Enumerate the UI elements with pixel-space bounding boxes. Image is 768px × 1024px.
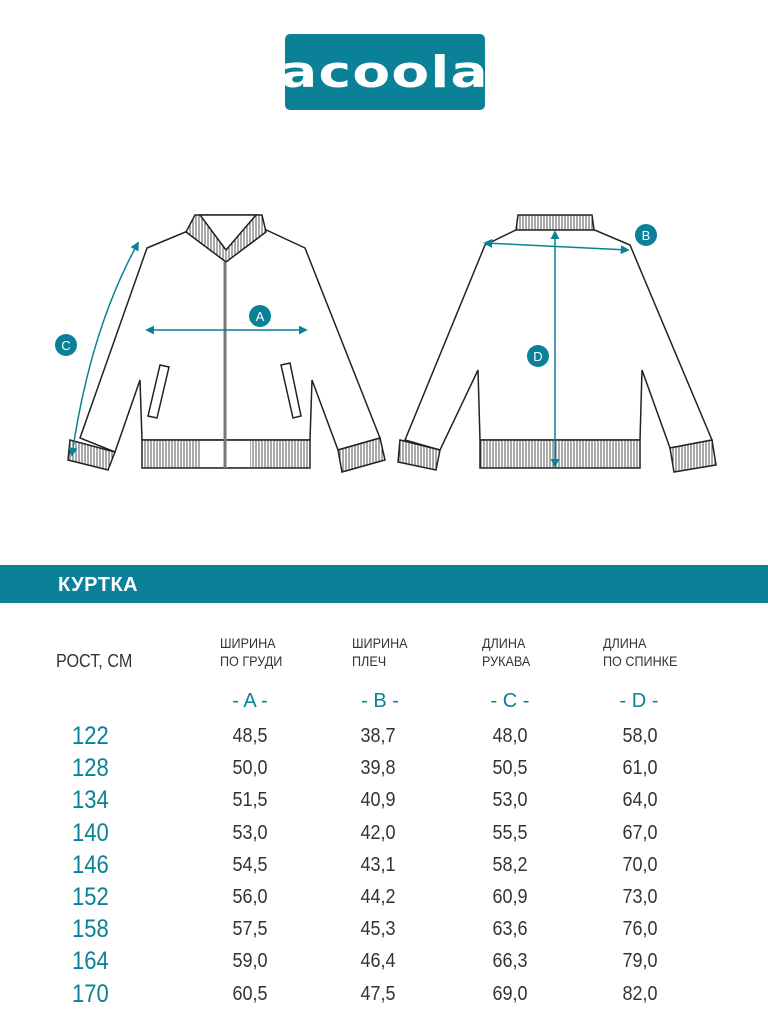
- badge-d: D: [533, 349, 542, 364]
- measurement-value: 50,5: [492, 757, 528, 780]
- product-banner: КУРТКА: [0, 565, 768, 603]
- measurement-value: 63,6: [492, 918, 528, 941]
- column-header-back-length: ДЛИНА ПО СПИНКЕ: [603, 635, 678, 669]
- height-value: 134: [72, 786, 109, 815]
- measurement-value: 82,0: [622, 982, 658, 1005]
- column-letter-b: - B -: [361, 690, 399, 712]
- measurement-value: 46,4: [360, 950, 396, 973]
- table-row: 122 48,5 38,7 48,0 58,0: [0, 722, 768, 754]
- height-header: РОСТ, СМ: [56, 651, 133, 671]
- measurement-value: 56,0: [232, 886, 268, 908]
- product-title: КУРТКА: [58, 574, 139, 596]
- table-row: 158 57,5 45,3 63,6 76,0: [0, 915, 768, 947]
- table-row: 152 56,0 44,2 60,9 73,0: [0, 883, 768, 915]
- measurement-value: 48,5: [232, 725, 268, 747]
- column-letter-c: - C -: [490, 690, 530, 712]
- column-letter-d: - D -: [619, 690, 659, 712]
- measurement-value: 59,0: [232, 950, 268, 973]
- column-header-chest-width: ШИРИНА ПО ГРУДИ: [220, 635, 283, 669]
- measurement-value: 70,0: [622, 853, 658, 876]
- height-value: 146: [72, 850, 109, 879]
- table-row: 170 60,5 47,5 69,0 82,0: [0, 980, 768, 1012]
- measurement-value: 69,0: [492, 982, 528, 1005]
- table-row: 128 50,0 39,8 50,5 61,0: [0, 754, 768, 786]
- measurement-value: 79,0: [622, 950, 658, 973]
- jacket-measurement-diagram: A C B D: [55, 214, 717, 473]
- measure-c-arrow: [68, 241, 139, 457]
- badge-b: B: [642, 228, 651, 243]
- measurement-value: 51,5: [232, 789, 268, 812]
- measurement-value: 55,5: [492, 821, 528, 844]
- table-row: 164 59,0 46,4 66,3 79,0: [0, 947, 768, 979]
- table-row: 134 51,5 40,9 53,0 64,0: [0, 786, 768, 818]
- height-value: 152: [72, 883, 109, 911]
- measurement-value: 44,2: [360, 886, 396, 908]
- measurement-value: 57,5: [232, 918, 268, 941]
- measurement-value: 64,0: [622, 789, 658, 812]
- measurement-value: 47,5: [360, 982, 396, 1005]
- measurement-value: 42,0: [360, 821, 396, 844]
- measurement-value: 58,0: [622, 725, 658, 747]
- jacket-front: [67, 214, 386, 473]
- height-value: 140: [72, 818, 109, 847]
- table-row: 146 54,5 43,1 58,2 70,0: [0, 851, 768, 883]
- measurement-value: 39,8: [360, 757, 396, 780]
- height-value: 128: [72, 754, 109, 783]
- measurement-value: 40,9: [360, 789, 396, 812]
- badge-c: C: [61, 338, 70, 353]
- column-letter-a: - A -: [232, 690, 268, 712]
- measurement-value: 54,5: [232, 853, 268, 876]
- measurement-value: 48,0: [492, 725, 528, 747]
- measurement-value: 67,0: [622, 821, 658, 844]
- jacket-back: [397, 214, 717, 473]
- brand-logo: acoola: [281, 34, 488, 110]
- logo-text: acoola: [280, 46, 490, 98]
- measurement-value: 38,7: [360, 725, 396, 747]
- measurement-value: 53,0: [232, 821, 268, 844]
- measurement-value: 60,9: [492, 886, 528, 908]
- measure-badges: [55, 224, 657, 367]
- measurement-value: 45,3: [360, 918, 396, 941]
- measurement-value: 60,5: [232, 982, 268, 1005]
- measurement-value: 61,0: [622, 757, 658, 780]
- badge-a: A: [256, 309, 265, 324]
- table-row: 140 53,0 42,0 55,5 67,0: [0, 819, 768, 851]
- height-value: 158: [72, 915, 109, 944]
- measurement-value: 43,1: [360, 853, 396, 876]
- column-header-shoulder-width: ШИРИНА ПЛЕЧ: [352, 635, 408, 669]
- measurement-value: 73,0: [622, 886, 658, 908]
- measurement-value: 58,2: [492, 853, 528, 876]
- measurement-value: 66,3: [492, 950, 528, 973]
- height-value: 170: [72, 979, 109, 1008]
- measurement-value: 53,0: [492, 789, 528, 812]
- measurement-value: 76,0: [622, 918, 658, 941]
- column-header-sleeve-length: ДЛИНА РУКАВА: [482, 635, 531, 669]
- height-value: 164: [72, 947, 109, 976]
- height-value: 122: [72, 722, 109, 750]
- measurement-value: 50,0: [232, 757, 268, 780]
